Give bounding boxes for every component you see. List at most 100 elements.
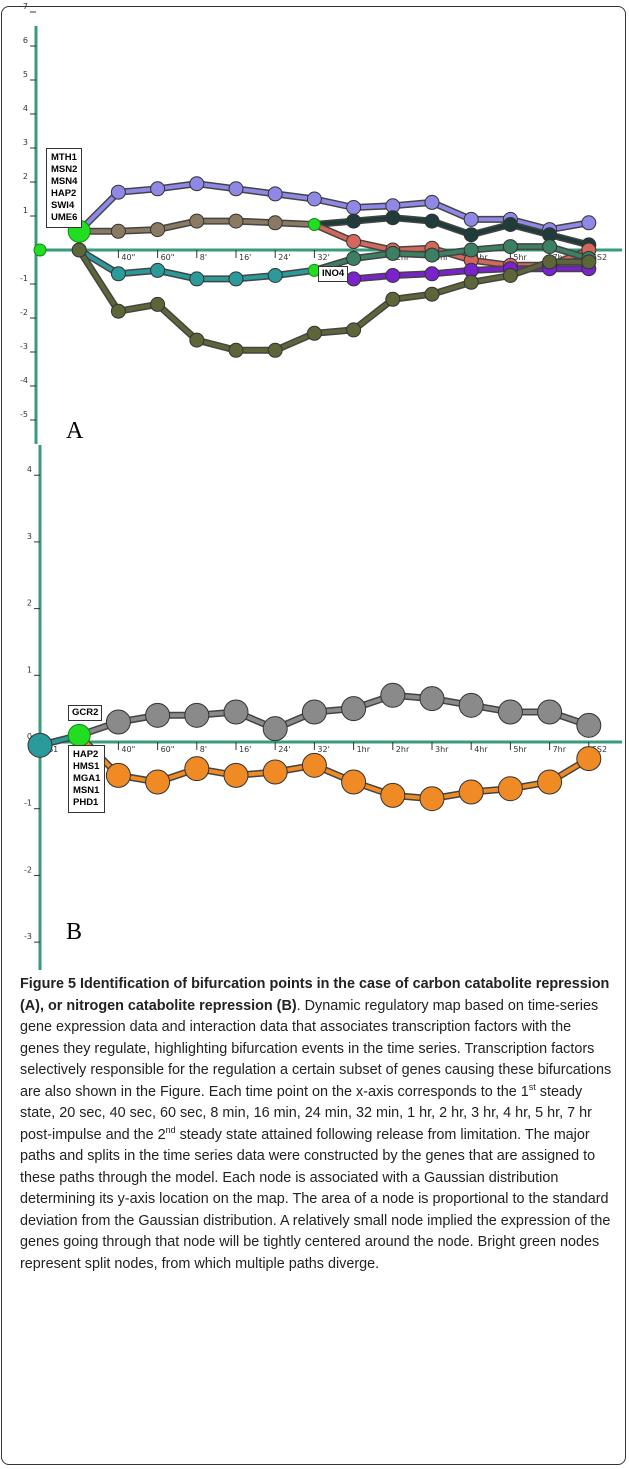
series-node [385, 291, 401, 307]
series-node [581, 254, 597, 270]
series-node [502, 268, 518, 283]
series-node [267, 268, 283, 283]
series-node [228, 342, 244, 358]
y-tick-label: -5 [20, 410, 28, 419]
split-node [307, 218, 321, 231]
series-node [267, 342, 283, 358]
x-tick-label: 40" [121, 253, 135, 262]
series-node [346, 322, 362, 338]
tf-label: MSN4 [51, 176, 78, 187]
series-node [458, 779, 484, 805]
series-node [385, 268, 401, 283]
tf-label: SWI4 [51, 200, 75, 211]
series-node [341, 696, 367, 722]
series-node [150, 262, 166, 278]
series-node [581, 215, 597, 231]
series-node [346, 200, 362, 215]
series-node [145, 769, 171, 795]
series-node [537, 699, 563, 725]
y-tick-label: -4 [20, 376, 28, 385]
x-tick-label: 5hr [513, 745, 527, 754]
series-node [145, 702, 171, 728]
y-tick-label: -1 [24, 799, 32, 808]
y-tick-label: 7 [23, 2, 28, 11]
x-tick-label: 40" [121, 745, 135, 754]
tf-label: INO4 [322, 268, 345, 279]
x-tick-label: 7hr [553, 253, 567, 262]
series-node [380, 682, 406, 708]
series-node [537, 769, 563, 795]
series-node [463, 242, 479, 258]
series-node [424, 266, 440, 282]
y-tick-label: 4 [27, 465, 32, 474]
x-tick-label: 7hr [553, 745, 567, 754]
series-node [189, 176, 205, 192]
figure-frame [1, 6, 626, 1465]
series-node [346, 234, 362, 249]
tf-box-b-bottom: HAP2 HMS1 MGA1 MSN1 PHD1 [68, 745, 106, 813]
series-node [27, 732, 53, 758]
series-node [223, 762, 249, 788]
series-node [463, 274, 479, 290]
series-node [150, 296, 166, 312]
panel-b-chart: 43210-1-2-3SS120"40"60"8'16'24'32'1hr2hr… [24, 445, 622, 970]
series-node [105, 762, 131, 788]
y-tick-label: 3 [23, 138, 28, 147]
tf-label: PHD1 [73, 797, 99, 808]
y-tick-label: 2 [27, 599, 32, 608]
y-tick-label: 0 [27, 732, 32, 741]
x-tick-label: 32' [317, 253, 329, 262]
series-node [110, 184, 126, 200]
series-node [105, 709, 131, 735]
series-node [228, 271, 244, 287]
caption-body-3: steady state attained following release … [20, 1126, 611, 1272]
series-node [267, 186, 283, 202]
series-node [110, 266, 126, 282]
caption-sup-2: nd [165, 1124, 176, 1135]
x-tick-label: 3hr [435, 745, 449, 754]
split-node [33, 243, 47, 257]
x-tick-label: SS2 [592, 253, 607, 262]
x-tick-label: 16' [239, 253, 251, 262]
series-node [71, 242, 87, 258]
series-node [542, 254, 558, 270]
series-node [542, 239, 558, 255]
y-tick-label: -3 [20, 342, 28, 351]
tf-box-b-top: GCR2 [68, 705, 103, 721]
series-node [184, 756, 210, 782]
x-tick-label: 60" [161, 745, 175, 754]
y-tick-label: 6 [23, 36, 28, 45]
series-node [306, 325, 322, 341]
x-tick-label: 8' [200, 745, 207, 754]
caption-body-1: . Dynamic regulatory map based on time-s… [20, 997, 612, 1100]
panel-a-letter: A [66, 418, 84, 444]
series-node [419, 686, 445, 712]
y-tick-label: 4 [23, 104, 28, 113]
series-node [576, 746, 602, 772]
series-node [385, 245, 401, 261]
series-node [502, 217, 518, 232]
panel-a-chart: 7654321-1-2-3-4-5-640"60"8'16'24'32'1hr2… [20, 2, 622, 455]
tf-label: MGA1 [73, 773, 101, 784]
series-node [189, 332, 205, 348]
tf-label: MSN2 [51, 164, 78, 175]
x-tick-label: 4hr [474, 253, 488, 262]
panel-b: 43210-1-2-3SS120"40"60"8'16'24'32'1hr2hr… [0, 445, 629, 970]
series-node [424, 194, 440, 210]
tf-box-a-bottom: INO4 [318, 266, 349, 282]
y-tick-label: 1 [23, 206, 28, 215]
x-tick-label: 16' [239, 745, 251, 754]
series-node [497, 776, 523, 802]
caption-title: Figure 5 Identification of bifurcation p… [20, 976, 610, 1014]
tf-label: GCR2 [72, 707, 99, 718]
series-node [502, 239, 518, 255]
x-tick-label: SS2 [592, 745, 607, 754]
series-node [458, 692, 484, 718]
x-tick-label: 8' [200, 253, 207, 262]
series-node [301, 699, 327, 725]
tf-label: HAP2 [51, 188, 77, 199]
y-tick-label: -2 [24, 865, 32, 874]
series-node [424, 286, 440, 302]
series-node [346, 251, 362, 266]
y-tick-label: -2 [20, 308, 28, 317]
